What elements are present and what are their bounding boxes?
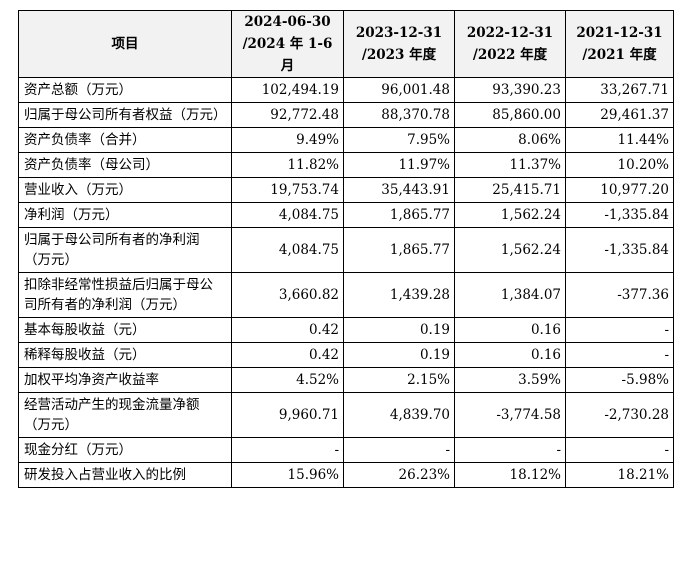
cell-value: 92,772.48 <box>231 102 344 128</box>
table-row: 净利润（万元） 4,084.75 1,865.77 1,562.24 -1,33… <box>18 202 674 228</box>
cell-value: - <box>565 317 674 343</box>
cell-value: 26.23% <box>343 462 455 488</box>
cell-value: 11.97% <box>343 152 455 178</box>
header-item: 项目 <box>18 10 232 78</box>
cell-value: 1,384.07 <box>454 272 566 318</box>
row-label: 现金分红（万元） <box>18 437 232 463</box>
cell-value: 35,443.91 <box>343 177 455 203</box>
header-period-span: /2024 年 1-6 月 <box>242 36 333 74</box>
cell-value: -5.98% <box>565 367 674 393</box>
header-period-span: /2021 年度 <box>582 47 657 63</box>
header-period-date: 2024-06-30 <box>244 14 331 30</box>
row-label: 净利润（万元） <box>18 202 232 228</box>
cell-value: 33,267.71 <box>565 77 674 103</box>
cell-value: 2.15% <box>343 367 455 393</box>
cell-value: -3,774.58 <box>454 392 566 438</box>
table-header-row: 项目 2024-06-30/2024 年 1-6 月 2023-12-31/20… <box>18 10 674 78</box>
cell-value: - <box>565 342 674 368</box>
row-label: 研发投入占营业收入的比例 <box>18 462 232 488</box>
row-label: 资产总额（万元） <box>18 77 232 103</box>
table-row: 营业收入（万元） 19,753.74 35,443.91 25,415.71 1… <box>18 177 674 203</box>
header-period: 2023-12-31/2023 年度 <box>343 10 455 78</box>
cell-value: 8.06% <box>454 127 566 153</box>
cell-value: - <box>565 437 674 463</box>
cell-value: 18.21% <box>565 462 674 488</box>
header-period-date: 2022-12-31 <box>466 25 554 41</box>
cell-value: -2,730.28 <box>565 392 674 438</box>
cell-value: 4.52% <box>231 367 344 393</box>
cell-value: 15.96% <box>231 462 344 488</box>
cell-value: 19,753.74 <box>231 177 344 203</box>
cell-value: 11.44% <box>565 127 674 153</box>
financial-summary-table: 项目 2024-06-30/2024 年 1-6 月 2023-12-31/20… <box>18 10 674 488</box>
cell-value: - <box>343 437 455 463</box>
cell-value: 1,562.24 <box>454 202 566 228</box>
row-label: 归属于母公司所有者的净利润（万元） <box>18 227 232 273</box>
cell-value: 29,461.37 <box>565 102 674 128</box>
cell-value: 9,960.71 <box>231 392 344 438</box>
cell-value: 0.16 <box>454 342 566 368</box>
cell-value: 93,390.23 <box>454 77 566 103</box>
row-label: 扣除非经常性损益后归属于母公司所有者的净利润（万元） <box>18 272 232 318</box>
header-period-date: 2023-12-31 <box>355 25 443 41</box>
cell-value: 1,439.28 <box>343 272 455 318</box>
cell-value: 4,084.75 <box>231 227 344 273</box>
cell-value: -1,335.84 <box>565 227 674 273</box>
cell-value: 0.19 <box>343 317 455 343</box>
table-row: 资产总额（万元） 102,494.19 96,001.48 93,390.23 … <box>18 77 674 103</box>
cell-value: 3,660.82 <box>231 272 344 318</box>
cell-value: 88,370.78 <box>343 102 455 128</box>
cell-value: 102,494.19 <box>231 77 344 103</box>
cell-value: 0.16 <box>454 317 566 343</box>
row-label: 稀释每股收益（元） <box>18 342 232 368</box>
table-row: 经营活动产生的现金流量净额（万元） 9,960.71 4,839.70 -3,7… <box>18 392 674 438</box>
cell-value: 4,839.70 <box>343 392 455 438</box>
row-label: 经营活动产生的现金流量净额（万元） <box>18 392 232 438</box>
cell-value: - <box>231 437 344 463</box>
cell-value: 1,865.77 <box>343 227 455 273</box>
table-row: 研发投入占营业收入的比例 15.96% 26.23% 18.12% 18.21% <box>18 462 674 488</box>
cell-value: 11.37% <box>454 152 566 178</box>
cell-value: 7.95% <box>343 127 455 153</box>
header-period: 2021-12-31/2021 年度 <box>565 10 674 78</box>
table-row: 归属于母公司所有者的净利润（万元） 4,084.75 1,865.77 1,56… <box>18 227 674 273</box>
cell-value: 85,860.00 <box>454 102 566 128</box>
header-period-span: /2022 年度 <box>472 47 548 63</box>
cell-value: 0.42 <box>231 342 344 368</box>
header-period: 2022-12-31/2022 年度 <box>454 10 566 78</box>
cell-value: 9.49% <box>231 127 344 153</box>
cell-value: 11.82% <box>231 152 344 178</box>
header-period-date: 2021-12-31 <box>576 25 663 41</box>
cell-value: 0.19 <box>343 342 455 368</box>
cell-value: 1,562.24 <box>454 227 566 273</box>
cell-value: - <box>454 437 566 463</box>
table-row: 资产负债率（合并） 9.49% 7.95% 8.06% 11.44% <box>18 127 674 153</box>
cell-value: 18.12% <box>454 462 566 488</box>
table-row: 归属于母公司所有者权益（万元） 92,772.48 88,370.78 85,8… <box>18 102 674 128</box>
cell-value: -377.36 <box>565 272 674 318</box>
table-row: 资产负债率（母公司） 11.82% 11.97% 11.37% 10.20% <box>18 152 674 178</box>
cell-value: 96,001.48 <box>343 77 455 103</box>
header-period: 2024-06-30/2024 年 1-6 月 <box>231 10 344 78</box>
cell-value: -1,335.84 <box>565 202 674 228</box>
row-label: 基本每股收益（元） <box>18 317 232 343</box>
cell-value: 3.59% <box>454 367 566 393</box>
cell-value: 10,977.20 <box>565 177 674 203</box>
cell-value: 4,084.75 <box>231 202 344 228</box>
row-label: 营业收入（万元） <box>18 177 232 203</box>
cell-value: 25,415.71 <box>454 177 566 203</box>
table-row: 现金分红（万元） - - - - <box>18 437 674 463</box>
row-label: 加权平均净资产收益率 <box>18 367 232 393</box>
table-row: 基本每股收益（元） 0.42 0.19 0.16 - <box>18 317 674 343</box>
table-row: 加权平均净资产收益率 4.52% 2.15% 3.59% -5.98% <box>18 367 674 393</box>
table-row: 稀释每股收益（元） 0.42 0.19 0.16 - <box>18 342 674 368</box>
row-label: 资产负债率（合并） <box>18 127 232 153</box>
row-label: 归属于母公司所有者权益（万元） <box>18 102 232 128</box>
cell-value: 1,865.77 <box>343 202 455 228</box>
cell-value: 10.20% <box>565 152 674 178</box>
table-row: 扣除非经常性损益后归属于母公司所有者的净利润（万元） 3,660.82 1,43… <box>18 272 674 318</box>
row-label: 资产负债率（母公司） <box>18 152 232 178</box>
cell-value: 0.42 <box>231 317 344 343</box>
header-period-span: /2023 年度 <box>361 47 437 63</box>
